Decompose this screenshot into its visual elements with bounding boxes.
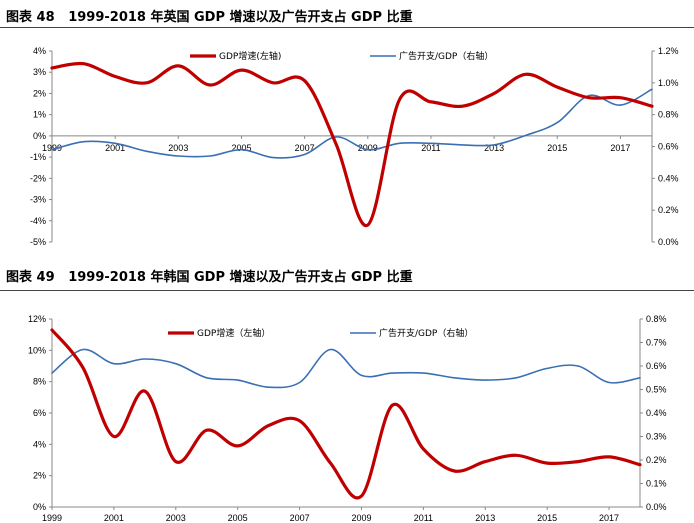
left-tick-label: 12% <box>28 314 46 324</box>
left-tick-label: 4% <box>33 439 46 449</box>
x-tick-label: 2013 <box>484 143 504 153</box>
korea-gdp-ad-chart: 0% 2% 4% 6% 8% 10% 12% 0.0% 0.1% 0.2% 0.3% 0.4% 0.5%… <box>28 314 667 523</box>
right-tick-label: 0.4% <box>646 408 667 418</box>
left-tick-label: 1% <box>33 110 46 120</box>
left-tick-label: 10% <box>28 345 46 355</box>
gdp-growth-line <box>50 61 654 227</box>
right-tick-label: 0.0% <box>646 502 667 512</box>
right-tick-label: 0.7% <box>646 338 667 348</box>
x-tick-label: 2005 <box>231 143 251 153</box>
right-tick-label: 1.2% <box>658 46 679 56</box>
x-tick-label: 2005 <box>228 513 248 523</box>
x-tick-label: 2009 <box>351 513 371 523</box>
x-tick-label: 1999 <box>42 143 62 153</box>
right-tick-label: 0.5% <box>646 385 667 395</box>
left-tick-label: 2% <box>33 471 46 481</box>
figure-49-rule <box>0 290 694 291</box>
right-tick-label: 0.8% <box>646 314 667 324</box>
x-tick-label: 2001 <box>105 143 125 153</box>
right-tick-label: 0.0% <box>658 237 679 247</box>
left-tick-label: -2% <box>30 173 46 183</box>
x-tick-label: 1999 <box>42 513 62 523</box>
right-tick-label: 0.2% <box>658 205 679 215</box>
figure-48-label: 图表 48 <box>6 10 55 25</box>
uk-gdp-ad-chart: -5% -4% -3% -2% -1% 0% 1% 2% 3% 4% 0.0% 0.2% 0.4% 0.6… <box>30 46 679 247</box>
legend-ad-label: 广告开支/GDP（右轴） <box>379 327 473 339</box>
x-tick-label: 2003 <box>166 513 186 523</box>
right-tick-label: 0.1% <box>646 479 667 489</box>
ad-spend-ratio-line <box>51 88 653 159</box>
x-tick-label: 2007 <box>290 513 310 523</box>
x-tick-label: 2003 <box>168 143 188 153</box>
right-tick-label: 0.6% <box>646 361 667 371</box>
left-tick-label: 0% <box>33 131 46 141</box>
legend-ad-label: 广告开支/GDP（右轴） <box>399 50 493 62</box>
right-tick-label: 0.2% <box>646 455 667 465</box>
x-tick-label: 2011 <box>421 143 440 153</box>
left-tick-label: 8% <box>33 377 46 387</box>
x-tick-label: 2017 <box>599 513 619 523</box>
x-tick-label: 2001 <box>104 513 124 523</box>
right-tick-label: 0.3% <box>646 432 667 442</box>
left-tick-label: -1% <box>30 152 46 162</box>
left-tick-label: 0% <box>33 502 46 512</box>
figure-48-caption: 1999-2018 年英国 GDP 增速以及广告开支占 GDP 比重 <box>68 10 413 25</box>
right-tick-label: 0.6% <box>658 142 679 152</box>
figure-49-caption: 1999-2018 年韩国 GDP 增速以及广告开支占 GDP 比重 <box>68 270 413 285</box>
left-tick-label: 3% <box>33 67 46 77</box>
x-tick-label: 2011 <box>414 513 433 523</box>
left-tick-label: 6% <box>33 408 46 418</box>
ad-spend-ratio-line <box>51 348 641 389</box>
right-tick-label: 0.4% <box>658 173 679 183</box>
figure-48-title: 图表 48 1999-2018 年英国 GDP 增速以及广告开支占 GDP 比重 <box>6 6 413 25</box>
left-tick-label: -3% <box>30 195 46 205</box>
right-tick-label: 1.0% <box>658 78 679 88</box>
figure-48-rule <box>0 27 694 28</box>
figure-49-label: 图表 49 <box>6 270 55 285</box>
x-tick-label: 2009 <box>358 143 378 153</box>
x-tick-label: 2007 <box>295 143 315 153</box>
right-tick-label: 0.8% <box>658 110 679 120</box>
left-tick-label: -4% <box>30 216 46 226</box>
x-tick-label: 2015 <box>547 143 567 153</box>
figure-49-title: 图表 49 1999-2018 年韩国 GDP 增速以及广告开支占 GDP 比重 <box>6 266 413 285</box>
x-tick-label: 2015 <box>537 513 557 523</box>
x-tick-label: 2017 <box>610 143 630 153</box>
x-tick-label: 2013 <box>475 513 495 523</box>
legend-gdp-label: GDP增速（左轴） <box>197 327 270 339</box>
left-tick-label: -5% <box>30 237 46 247</box>
gdp-growth-line <box>50 328 642 500</box>
legend-gdp-label: GDP增速(左轴) <box>219 50 281 62</box>
left-tick-label: 2% <box>33 88 46 98</box>
left-tick-label: 4% <box>33 46 46 56</box>
